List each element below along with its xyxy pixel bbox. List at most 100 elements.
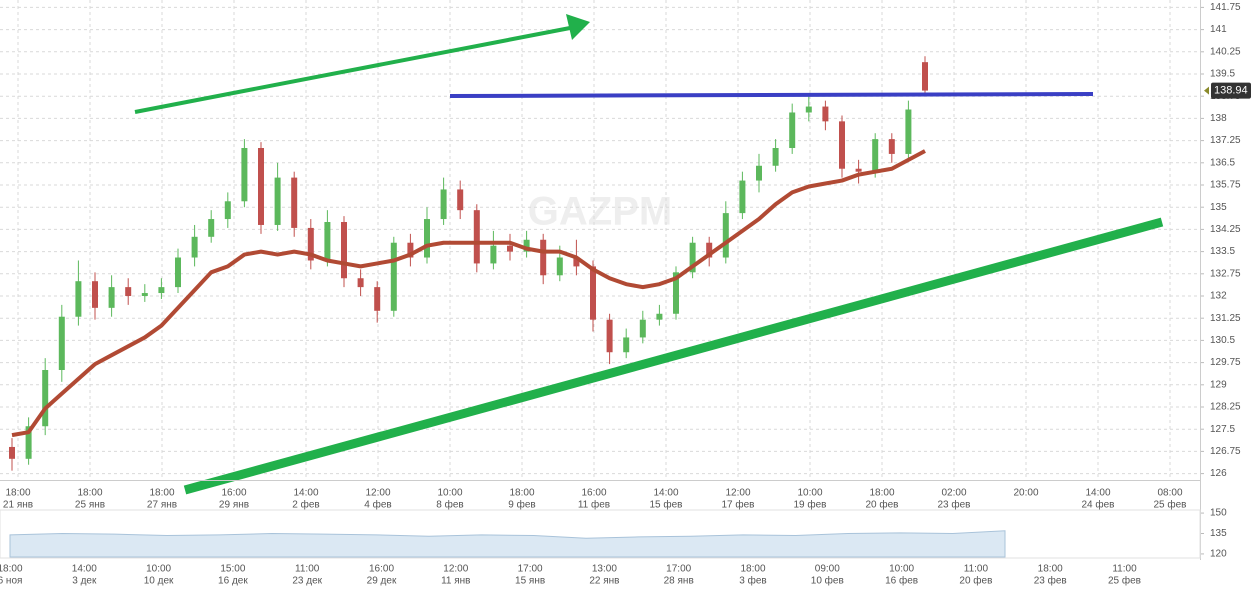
nav-x-label: 18:00 [1038,564,1063,575]
nav-x-label: 17:00 [518,564,543,575]
candle-body [407,242,414,258]
candle-body [224,201,231,220]
x-tick-label: 14:00 [1085,488,1110,499]
candle-body [639,319,646,338]
nav-x-date: 23 фев [1034,575,1067,587]
y-tick-label: 132.75 [1210,268,1241,279]
candle-body [42,370,49,427]
y-tick-label: 129.75 [1210,357,1241,368]
x-tick-label: 14:00 [653,488,678,499]
x-tick-label: 20:00 [1013,488,1038,499]
candle-body [158,287,165,294]
x-tick-label: 12:00 [365,488,390,499]
candle-body [440,189,447,220]
x-tick-date: 27 янв [147,500,177,511]
y-tick-label: 141 [1210,24,1227,35]
candle-body [490,245,497,264]
candle-body [722,213,729,258]
nav-x-date: 11 янв [441,576,470,587]
x-tick-date: 20 фев [865,499,898,511]
candle-body [673,272,679,314]
candle-body [606,319,613,353]
grid [0,0,1200,480]
candle-body [573,257,580,267]
x-tick-date: 19 фев [793,499,826,511]
candle-body [357,278,364,288]
candle-body [872,139,879,172]
nav-x-label: 11:00 [964,564,989,575]
candle-body [789,112,796,148]
candle-body [92,281,98,308]
x-tick-label: 10:00 [797,488,822,499]
x-tick-date: 23 фев [937,499,970,511]
candle-body [341,222,347,279]
nav-x-date: 29 дек [367,576,397,587]
nav-x-label: 09:00 [815,564,840,575]
nav-x-label: 13:00 [592,564,617,575]
candle-body [822,106,829,122]
nav-x-date: 15 янв [515,576,545,587]
x-tick-date: 2 фев [292,499,319,511]
y-tick-label: 135 [1210,202,1227,213]
candle-body [689,242,696,273]
candle-body [905,109,912,154]
navigator-frame [0,509,1201,559]
y-tick-label: 138 [1210,113,1227,124]
candle-body [25,426,32,459]
y-tick-label: 131.25 [1210,313,1241,324]
y-tick-label: 140.25 [1210,46,1241,57]
x-tick-label: 18:00 [77,488,102,499]
candle-body [9,446,15,459]
x-tick-label: 10:00 [437,488,462,499]
y-tick-label: 134.25 [1210,224,1241,235]
nav-x-date: 16 фев [885,575,918,587]
candle-body [473,210,480,264]
candle-body [108,287,115,308]
candle-body [540,239,547,276]
y-tick-label: 139.5 [1210,69,1235,80]
candle-body [756,165,762,181]
candle-body [590,266,596,320]
y-tick-label: 130.5 [1210,335,1235,346]
candle-body [307,227,314,261]
nav-x-date: 3 фев [739,575,766,587]
y-tick-label: 141.75 [1210,2,1241,13]
candle-body [241,148,248,202]
nav-x-label: 17:00 [666,564,691,575]
x-tick-date: 4 фев [364,499,391,511]
nav-x-label: 11:00 [295,564,320,575]
x-tick-label: 18:00 [509,488,534,499]
nav-x-date: 10 фев [811,575,844,587]
x-tick-date: 21 янв [3,500,33,511]
candle-body [772,148,779,166]
nav-x-date: 16 дек [218,576,248,587]
nav-x-date: 20 фев [959,575,992,587]
candle-body [274,177,281,225]
support-line [183,217,1164,495]
nav-x-label: 12:00 [443,564,468,575]
x-tick-date: 25 фев [1153,499,1186,511]
y-tick-label: 136.5 [1210,157,1235,168]
y-tick-label: 127.5 [1210,424,1235,435]
candle-body [324,222,331,261]
x-tick-date: 25 янв [75,500,105,511]
arrow-head [566,14,590,40]
candle-body [556,257,563,276]
y-tick-label: 128.25 [1210,402,1241,413]
candle-body [839,121,845,169]
x-tick-label: 12:00 [725,488,750,499]
candle-body [523,239,530,252]
x-tick-label: 16:00 [581,488,606,499]
candle-body [58,316,65,370]
nav-x-label: 16:00 [369,564,394,575]
candle-body [191,236,198,258]
candle-body [258,148,264,225]
candle-body [888,139,895,154]
nav-x-date: 10 дек [144,576,174,587]
y-tick-label: 126.75 [1210,446,1241,457]
x-tick-date: 11 фев [578,499,610,511]
candle-body [208,219,215,237]
candle-body [457,189,464,211]
